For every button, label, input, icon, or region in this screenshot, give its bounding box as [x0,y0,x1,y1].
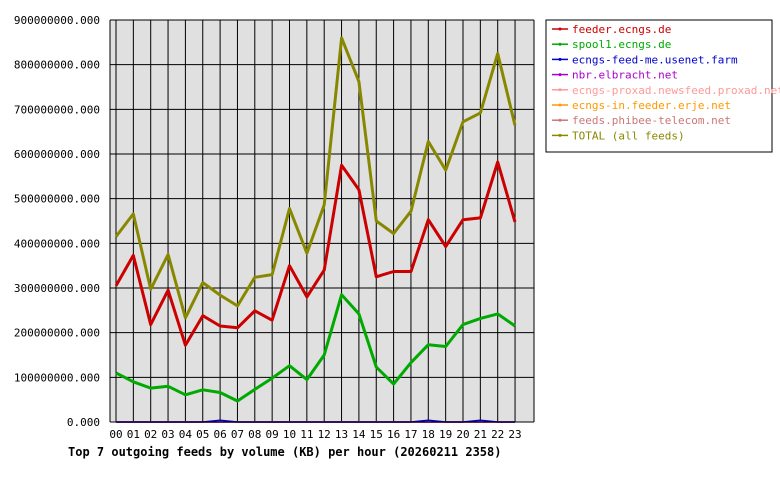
legend-label: ecngs-proxad.newsfeed.proxad.net [572,84,780,97]
legend-label: ecngs-feed-me.usenet.farm [572,53,738,66]
legend-label: ecngs-in.feeder.erje.net [572,99,731,112]
y-tick-label: 600000000.000 [14,148,100,161]
legend-label: nbr.elbracht.net [572,69,678,82]
legend-marker [558,42,562,46]
y-tick-label: 400000000.000 [14,237,100,250]
x-tick-label: 20 [456,428,469,441]
y-tick-label: 0.000 [67,416,100,429]
y-tick-label: 900000000.000 [14,14,100,27]
x-tick-label: 10 [283,428,296,441]
x-tick-label: 09 [266,428,279,441]
legend-marker [558,103,562,107]
x-tick-label: 15 [370,428,383,441]
legend-marker [558,118,562,122]
x-tick-label: 05 [196,428,209,441]
x-tick-label: 14 [352,428,366,441]
y-tick-label: 100000000.000 [14,371,100,384]
legend-marker [558,133,562,137]
legend-marker [558,73,562,77]
x-tick-label: 23 [508,428,521,441]
x-tick-label: 18 [422,428,435,441]
x-tick-label: 04 [179,428,193,441]
x-tick-label: 16 [387,428,400,441]
x-tick-label: 07 [231,428,244,441]
x-tick-label: 00 [109,428,122,441]
legend-box [545,19,773,153]
legend: feeder.ecngs.de spool1.ecngs.de ecngs-feed… [545,19,780,153]
series-line-7 [114,36,517,320]
x-tick-label: 06 [213,428,226,441]
chart-title: Top 7 outgoing feeds by volume (KB) per … [68,445,501,459]
x-tick-label: 02 [144,428,157,441]
x-tick-label: 01 [127,428,140,441]
x-tick-label: 11 [300,428,313,441]
legend-marker [558,57,562,61]
legend-label: TOTAL (all feeds) [572,129,685,142]
x-tick-label: 22 [491,428,504,441]
y-tick-label: 300000000.000 [14,282,100,295]
series-line-1 [115,293,516,403]
x-tick-label: 03 [161,428,174,441]
legend-marker [558,27,562,31]
y-tick-label: 800000000.000 [14,59,100,72]
y-tick-label: 700000000.000 [14,103,100,116]
legend-label: feeder.ecngs.de [572,23,671,36]
x-tick-label: 21 [474,428,487,441]
legend-label: feeds.phibee-telecom.net [572,114,731,127]
legend-marker [558,88,562,92]
plot-area [110,20,534,422]
series-line-0 [114,160,517,347]
y-tick-label: 200000000.000 [14,327,100,340]
x-tick-label: 08 [248,428,261,441]
x-tick-label: 12 [318,428,331,441]
x-tick-label: 17 [404,428,417,441]
y-tick-label: 500000000.000 [14,193,100,206]
axes: 0.000 100000000.000 200000000.000 300000000… [14,14,535,441]
x-tick-label: 13 [335,428,348,441]
legend-label: spool1.ecngs.de [572,38,671,51]
x-tick-label: 19 [439,428,452,441]
